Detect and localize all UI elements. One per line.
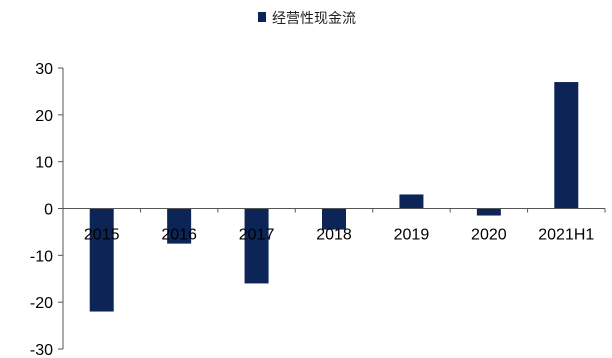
bars <box>89 82 579 312</box>
bar-2021H1 <box>554 82 579 209</box>
category-label: 2021H1 <box>538 227 594 244</box>
x-axis <box>62 208 606 213</box>
bar-2020 <box>476 208 501 216</box>
y-tick-label: 10 <box>35 155 53 172</box>
category-label: 2018 <box>316 227 352 244</box>
y-tick-label: 20 <box>35 108 53 125</box>
bar-2017 <box>244 208 269 284</box>
category-label: 2020 <box>471 227 507 244</box>
y-tick-label: -10 <box>30 248 53 265</box>
y-tick-label: -30 <box>30 342 53 358</box>
category-label: 2016 <box>161 227 197 244</box>
category-label: 2015 <box>84 227 120 244</box>
y-tick-label: 0 <box>44 202 53 219</box>
bar-2018 <box>322 208 346 230</box>
legend-label: 经营性现金流 <box>272 11 356 27</box>
category-labels: 2015 2016 2017 2018 2019 2020 2021H1 <box>84 227 594 244</box>
bar-2015 <box>89 208 114 312</box>
category-label: 2019 <box>394 227 430 244</box>
legend-swatch <box>258 12 266 22</box>
legend: 经营性现金流 <box>258 11 356 27</box>
y-tick-label: 30 <box>35 61 53 78</box>
y-tick-label: -20 <box>30 295 53 312</box>
bar-2019 <box>399 194 424 209</box>
y-axis: -30 -20 -10 0 10 20 30 <box>30 61 64 358</box>
category-label: 2017 <box>239 227 275 244</box>
bar-2016 <box>167 208 192 244</box>
